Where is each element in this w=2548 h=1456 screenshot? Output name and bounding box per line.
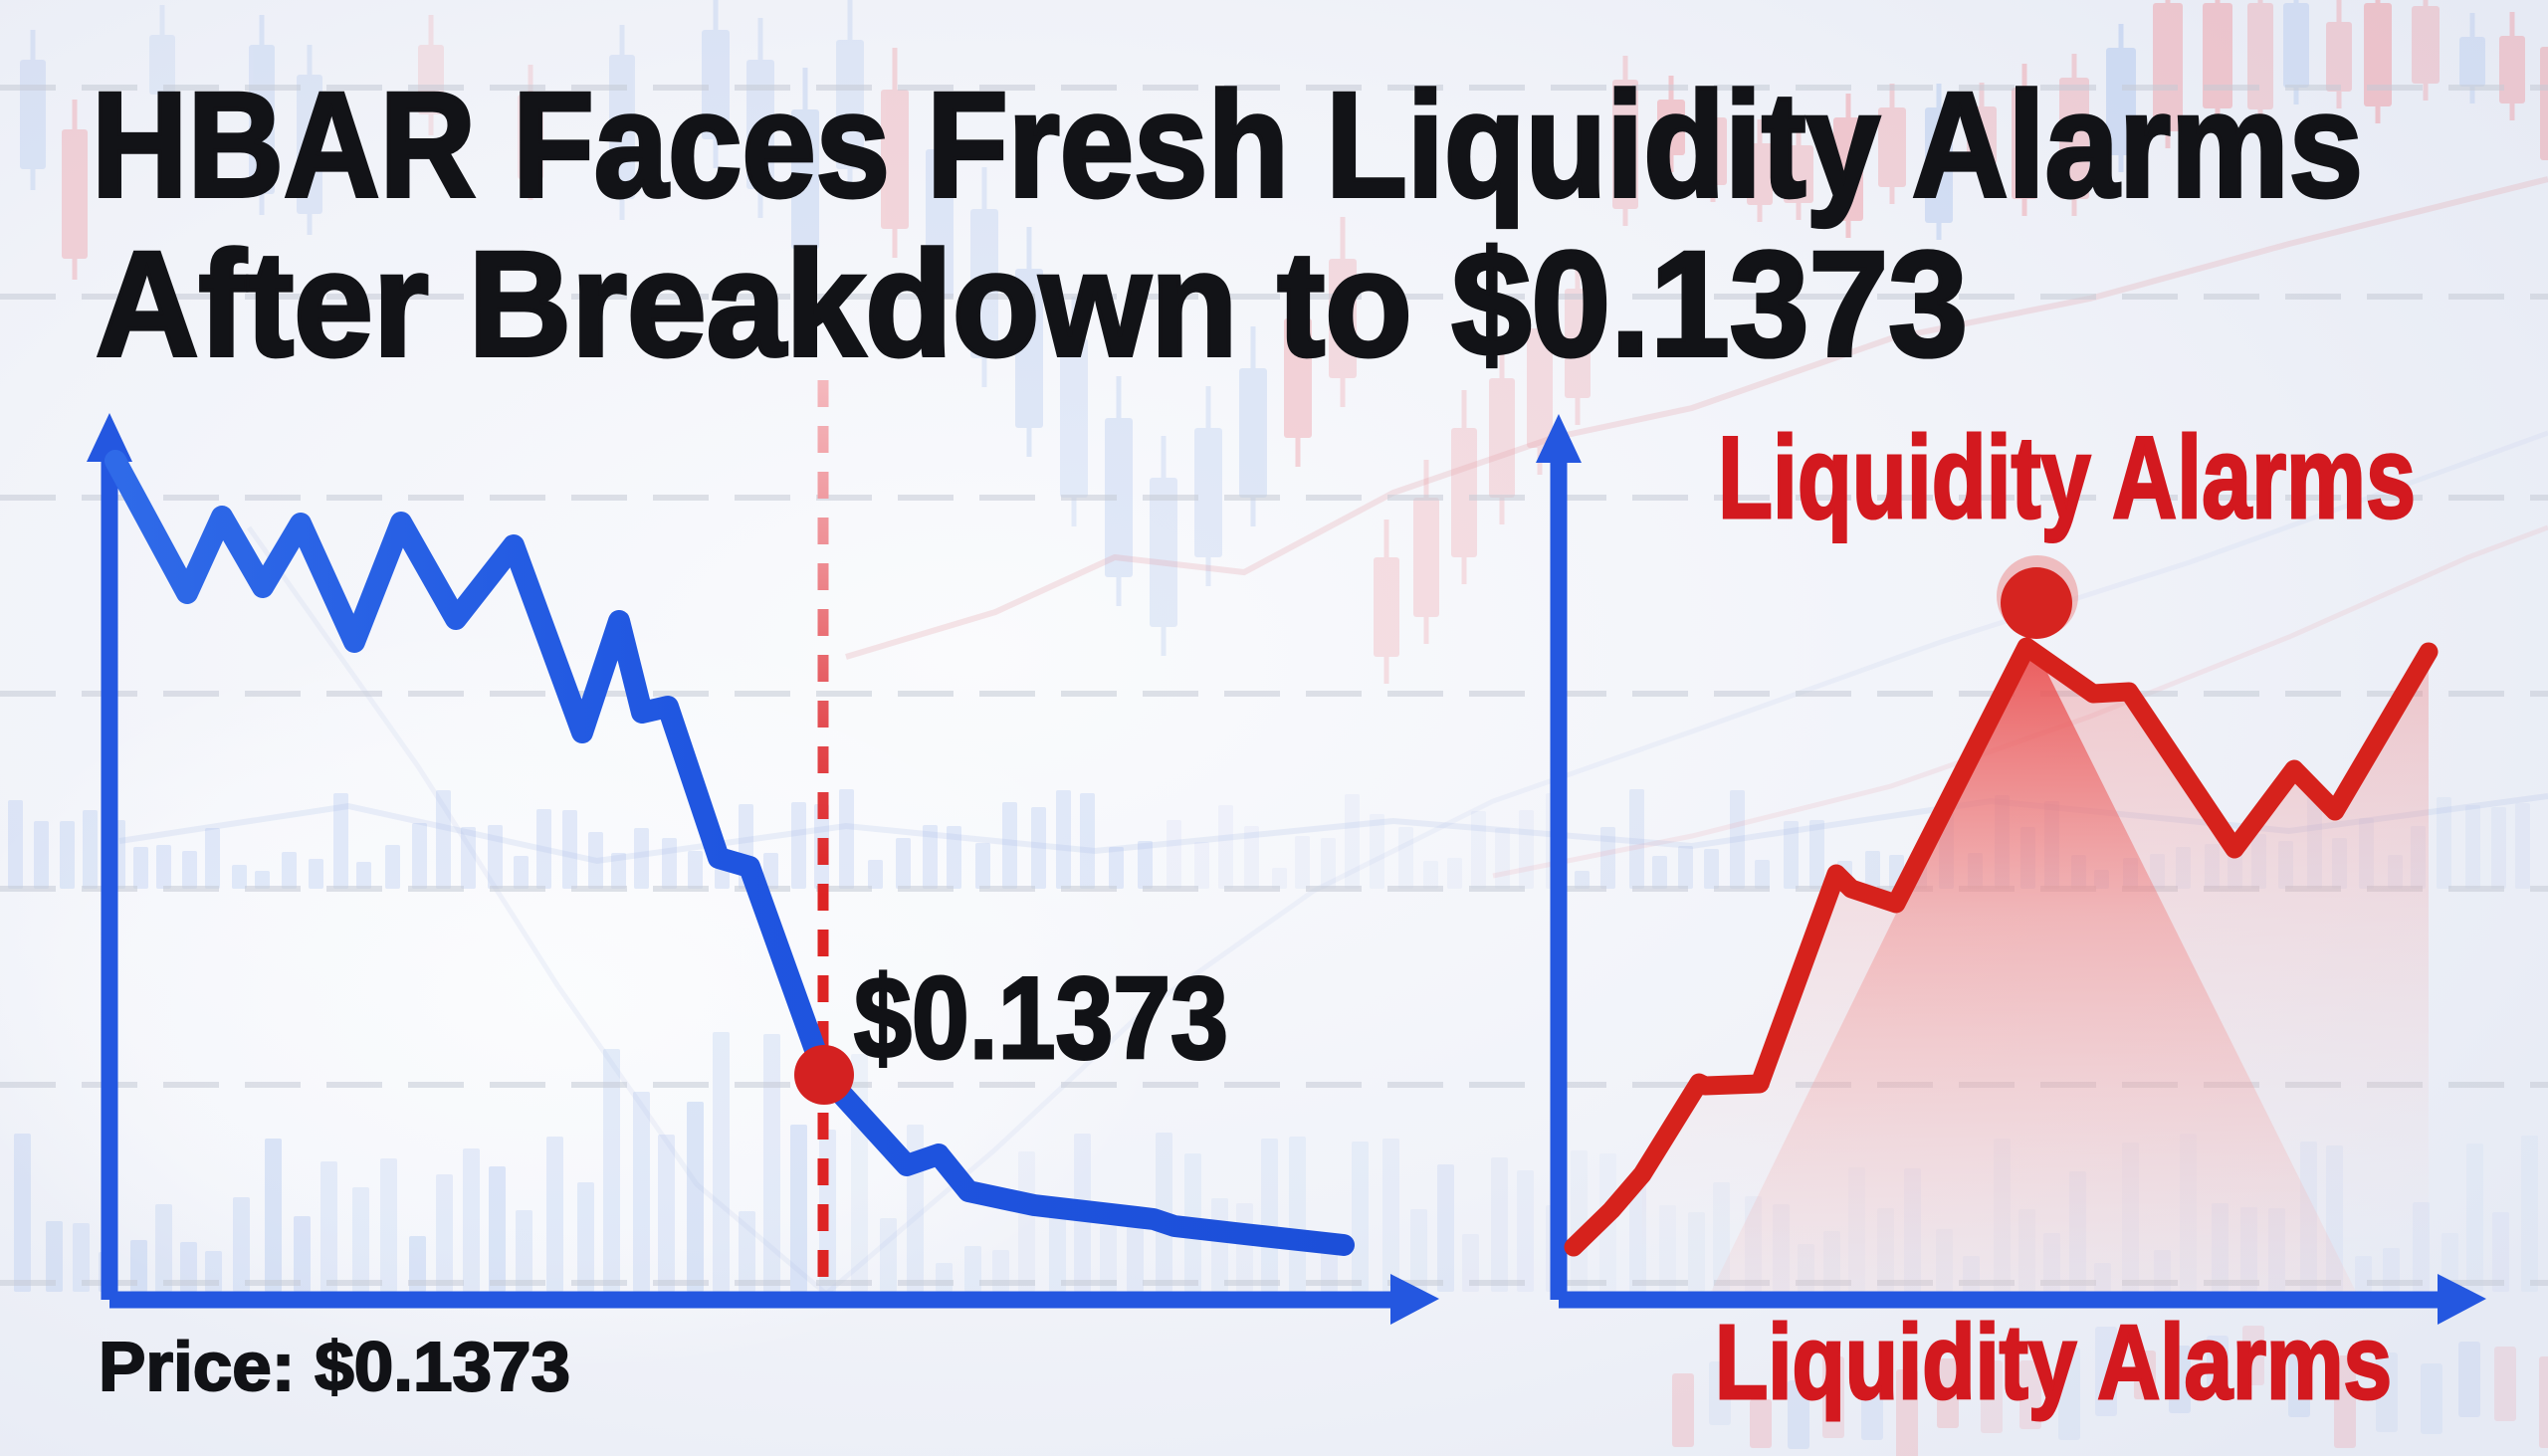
svg-text:Liquidity Alarms: Liquidity Alarms — [1715, 1304, 2392, 1421]
svg-text:$0.1373: $0.1373 — [854, 952, 1228, 1083]
svg-text:HBAR Faces Fresh Liquidity Ala: HBAR Faces Fresh Liquidity Alarms — [92, 61, 2363, 228]
svg-text:After Breakdown to $0.1373: After Breakdown to $0.1373 — [96, 220, 1968, 387]
svg-text:Liquidity Alarms: Liquidity Alarms — [1718, 412, 2416, 542]
svg-text:Price: $0.1373: Price: $0.1373 — [99, 1328, 570, 1405]
